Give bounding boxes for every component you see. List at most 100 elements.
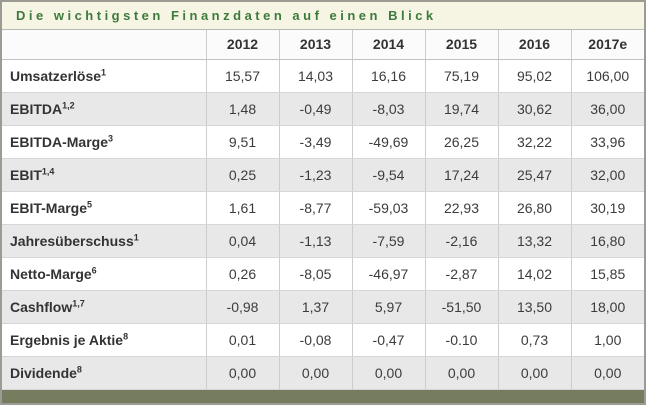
table-row: Umsatzerlöse1 15,57 14,03 16,16 75,19 95,02 10… [2,59,644,94]
value-cell: 36,00 [570,92,644,127]
footnote-ref: 6 [91,265,97,276]
value-cell: 33,96 [570,125,644,160]
value-cell: 25,47 [497,158,571,193]
header-year-2015: 2015 [424,29,498,61]
value-cell: 26,80 [497,191,571,226]
value-cell: 5,97 [351,290,425,325]
value-cell: -0,49 [278,92,352,127]
row-label: Ergebnis je Aktie8 [2,323,206,358]
value-cell: -0,08 [278,323,352,358]
value-cell: 9,51 [205,125,279,160]
value-cell: -7,59 [351,224,425,259]
value-cell: -0,47 [351,323,425,358]
table-row: Ergebnis je Aktie8 0,01 -0,08 -0,47 -0.10 0,7… [2,323,644,358]
financial-table: 2012 2013 2014 2015 2016 2017e Umsatzerlöse1 1… [2,29,644,391]
value-cell: 14,02 [497,257,571,292]
table-row: EBIT-Marge5 1,61 -8,77 -59,03 22,93 26,80 30,1… [2,191,644,226]
value-cell: 1,00 [570,323,644,358]
footnote-ref: 8 [76,364,82,375]
value-cell: 30,62 [497,92,571,127]
value-cell: 19,74 [424,92,498,127]
value-cell: 13,50 [497,290,571,325]
value-cell: 0,00 [205,356,279,391]
value-cell: 22,93 [424,191,498,226]
table-row: Netto-Marge6 0,26 -8,05 -46,97 -2,87 14,02 15,… [2,257,644,292]
value-cell: -51,50 [424,290,498,325]
footnote-ref: 1,2 [62,100,75,111]
footnote-ref: 1 [101,67,107,78]
value-cell: 1,48 [205,92,279,127]
header-empty-cell [2,29,206,61]
value-cell: 18,00 [570,290,644,325]
value-cell: 1,61 [205,191,279,226]
row-label: Dividende8 [2,356,206,391]
value-cell: 0,26 [205,257,279,292]
header-year-2014: 2014 [351,29,425,61]
footnote-ref: 5 [87,199,93,210]
value-cell: -59,03 [351,191,425,226]
table-header-row: 2012 2013 2014 2015 2016 2017e [2,29,644,61]
value-cell: 0,73 [497,323,571,358]
value-cell: 0,00 [424,356,498,391]
table-row: Dividende8 0,00 0,00 0,00 0,00 0,00 0,00 [2,356,644,391]
value-cell: 0,04 [205,224,279,259]
value-cell: -0,98 [205,290,279,325]
row-label: Netto-Marge6 [2,257,206,292]
value-cell: 32,00 [570,158,644,193]
header-year-2017e: 2017e [570,29,644,61]
value-cell: -8,05 [278,257,352,292]
table-title: Die wichtigsten Finanzdaten auf einen Bl… [2,2,644,30]
footnote-ref: 1 [133,232,139,243]
value-cell: -46,97 [351,257,425,292]
table-row: EBIT1,4 0,25 -1,23 -9,54 17,24 25,47 32,00 [2,158,644,193]
value-cell: -8,77 [278,191,352,226]
value-cell: -49,69 [351,125,425,160]
header-year-2016: 2016 [497,29,571,61]
value-cell: 0,00 [497,356,571,391]
value-cell: 16,80 [570,224,644,259]
footnote-ref: 1,4 [41,166,55,177]
value-cell: -1,23 [278,158,352,193]
value-cell: 0,00 [351,356,425,391]
value-cell: -1,13 [278,224,352,259]
footnote-ref: 1,7 [72,298,85,309]
value-cell: -9,54 [351,158,425,193]
value-cell: 106,00 [570,59,644,94]
value-cell: 15,57 [205,59,279,94]
value-cell: 13,32 [497,224,571,259]
value-cell: -0.10 [424,323,498,358]
value-cell: 1,37 [278,290,352,325]
value-cell: 14,03 [278,59,352,94]
value-cell: 75,19 [424,59,498,94]
value-cell: -2,16 [424,224,498,259]
row-label: Umsatzerlöse1 [2,59,206,94]
value-cell: 0,00 [570,356,644,391]
table-row: Jahresüberschuss1 0,04 -1,13 -7,59 -2,16 13,3… [2,224,644,259]
value-cell: 32,22 [497,125,571,160]
value-cell: 95,02 [497,59,571,94]
row-label: Jahresüberschuss1 [2,224,206,259]
row-label: EBIT-Marge5 [2,191,206,226]
header-year-2012: 2012 [205,29,279,61]
row-label: EBIT1,4 [2,158,206,193]
value-cell: 16,16 [351,59,425,94]
row-label: EBITDA-Marge3 [2,125,206,160]
row-label: Cashflow1,7 [2,290,206,325]
value-cell: -2,87 [424,257,498,292]
bottom-bar [2,390,644,403]
table-row: EBITDA1,2 1,48 -0,49 -8,03 19,74 30,62 36,00 [2,92,644,127]
table-row: Cashflow1,7 -0,98 1,37 5,97 -51,50 13,50 18,00 [2,290,644,325]
value-cell: 0,01 [205,323,279,358]
value-cell: 15,85 [570,257,644,292]
value-cell: 30,19 [570,191,644,226]
table-row: EBITDA-Marge3 9,51 -3,49 -49,69 26,25 32,22 33… [2,125,644,160]
header-year-2013: 2013 [278,29,352,61]
value-cell: 0,00 [278,356,352,391]
footnote-ref: 8 [123,331,129,342]
value-cell: 26,25 [424,125,498,160]
value-cell: 0,25 [205,158,279,193]
value-cell: -3,49 [278,125,352,160]
value-cell: -8,03 [351,92,425,127]
row-label: EBITDA1,2 [2,92,206,127]
